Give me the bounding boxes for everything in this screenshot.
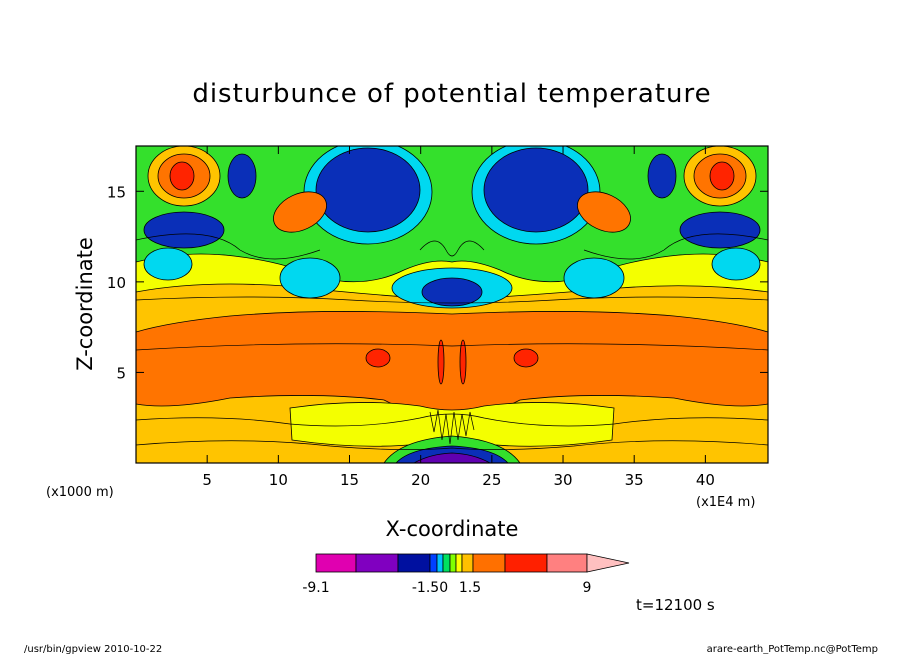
plot-area [136,146,768,463]
right-strong-negative-cell [483,147,589,233]
colorbar-swatch [504,553,548,573]
left-negative-blob [279,257,341,299]
left-band-strong-positive-cell [365,348,391,368]
colorbar-tick-label: -9.1 [302,580,329,596]
colorbar-swatch [355,553,399,573]
y-axis-ticks: 5 10 15 [107,183,768,382]
right-tilted-positive-cell [577,191,631,233]
colorbar-swatch [315,553,357,573]
colorbar [315,553,630,573]
x-axis-ticks: 5 10 15 20 25 30 35 40 [202,146,715,489]
x-tick-label: 10 [269,471,288,489]
x-axis-label: X-coordinate [386,517,519,541]
colorbar-swatch [429,553,438,573]
left-edge-negative-blob [143,247,193,281]
left-tilted-positive-cell [273,191,327,233]
colorbar-tick-label: 1.5 [459,580,481,596]
right-edge-negative-blob [711,247,761,281]
bottom-deepest-negative-dome [413,452,491,463]
colorbar-tick-labels: -9.1 -1.50 1.5 9 [302,580,591,596]
y-axis-unit: (x1000 m) [46,485,114,500]
time-annotation: t=12100 s [636,596,715,614]
right-band-strong-positive-cell [513,348,539,368]
right-lower-negative-cell [679,211,761,249]
chart-title: disturbunce of potential temperature [192,79,711,109]
footer-left: /usr/bin/gpview 2010-10-22 [24,644,162,654]
right-corner-strong-positive-cell [709,161,735,191]
y-tick-label: 5 [116,364,126,382]
right-negative-blob [563,257,625,299]
contour-lines [136,233,768,450]
left-side-negative-cell [227,153,257,199]
colorbar-extension-arrow [586,553,630,573]
colorbar-swatch [397,553,431,573]
y-tick-label: 10 [107,274,126,292]
x-tick-label: 30 [553,471,572,489]
central-positive-band [136,311,768,431]
colorbar-swatch [436,553,444,573]
plot-frame [135,145,769,464]
footer-right: arare-earth_PotTemp.nc@PotTemp [707,644,878,654]
left-corner-strong-positive-cell [169,161,195,191]
upper-weak-negative-region [136,146,768,283]
colorbar-swatch [461,553,474,573]
center-right-strong-positive-column [459,339,467,385]
x-tick-label: 20 [411,471,430,489]
x-tick-label: 5 [202,471,212,489]
colorbar-tick-label: 9 [583,580,592,596]
left-lower-negative-cell [143,211,225,249]
x-tick-label: 15 [340,471,359,489]
center-strong-negative-cap [421,277,483,307]
y-axis-label: Z-coordinate [73,237,97,371]
y-tick-label: 15 [107,183,126,201]
x-tick-label: 25 [482,471,501,489]
colorbar-swatch [546,553,588,573]
left-strong-negative-cell [315,147,421,233]
x-tick-label: 40 [696,471,715,489]
right-side-negative-cell [647,153,677,199]
x-axis-unit: (x1E4 m) [696,495,755,510]
colorbar-swatch [455,553,463,573]
x-tick-label: 35 [625,471,644,489]
colorbar-swatch [472,553,506,573]
colorbar-swatch [449,553,457,573]
colorbar-tick-label: -1.50 [412,580,448,596]
center-left-strong-positive-column [437,339,445,385]
colorbar-swatch [442,553,451,573]
